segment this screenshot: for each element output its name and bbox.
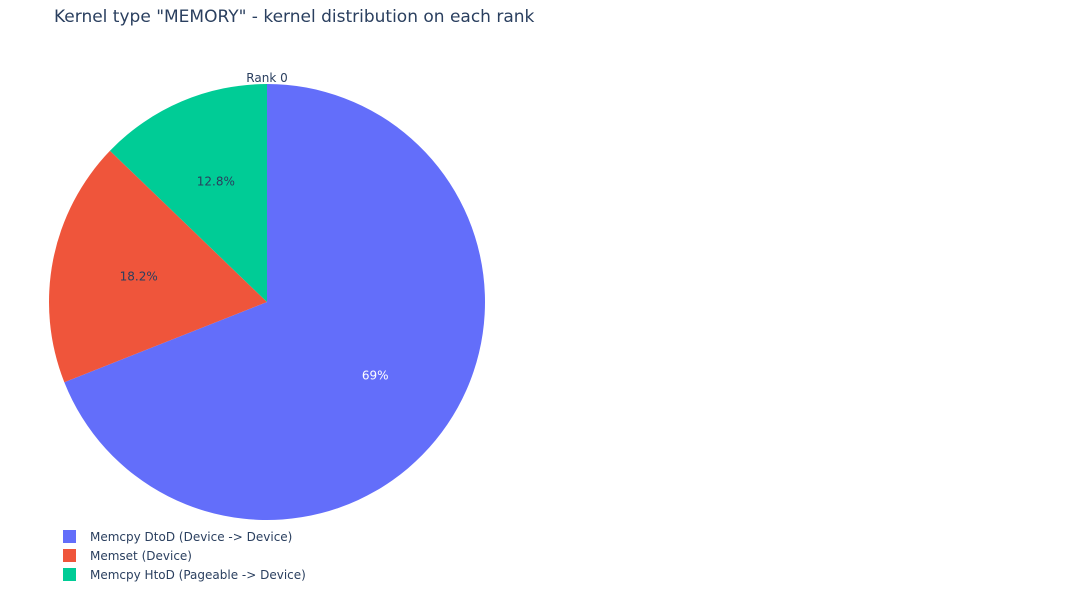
- legend-swatch-2: [63, 568, 76, 581]
- pie-slice-1[interactable]: [49, 150, 268, 383]
- pie-slice-label-2: 12.8%: [197, 175, 235, 189]
- pie-slice-2[interactable]: [109, 84, 268, 302]
- pie-slice-labels: 69% 18.2% 12.8%: [120, 175, 389, 383]
- pie-slice-0[interactable]: [64, 84, 486, 520]
- chart-title: Kernel type "MEMORY" - kernel distributi…: [54, 7, 535, 27]
- legend-item-0[interactable]: Memcpy DtoD (Device -> Device): [63, 527, 306, 546]
- pie-slice-label-1: 18.2%: [120, 270, 158, 284]
- legend-label-1: Memset (Device): [90, 548, 192, 563]
- legend-swatch-1: [63, 549, 76, 562]
- legend-swatch-0: [63, 530, 76, 543]
- legend-item-1[interactable]: Memset (Device): [63, 546, 306, 565]
- legend-item-2[interactable]: Memcpy HtoD (Pageable -> Device): [63, 565, 306, 584]
- subplot-title-rank-0: Rank 0: [246, 71, 287, 85]
- legend: Memcpy DtoD (Device -> Device) Memset (De…: [63, 527, 306, 584]
- legend-label-2: Memcpy HtoD (Pageable -> Device): [90, 567, 306, 582]
- legend-label-0: Memcpy DtoD (Device -> Device): [90, 529, 293, 544]
- pie-slice-label-0: 69%: [362, 369, 389, 383]
- pie-slices: [49, 84, 486, 520]
